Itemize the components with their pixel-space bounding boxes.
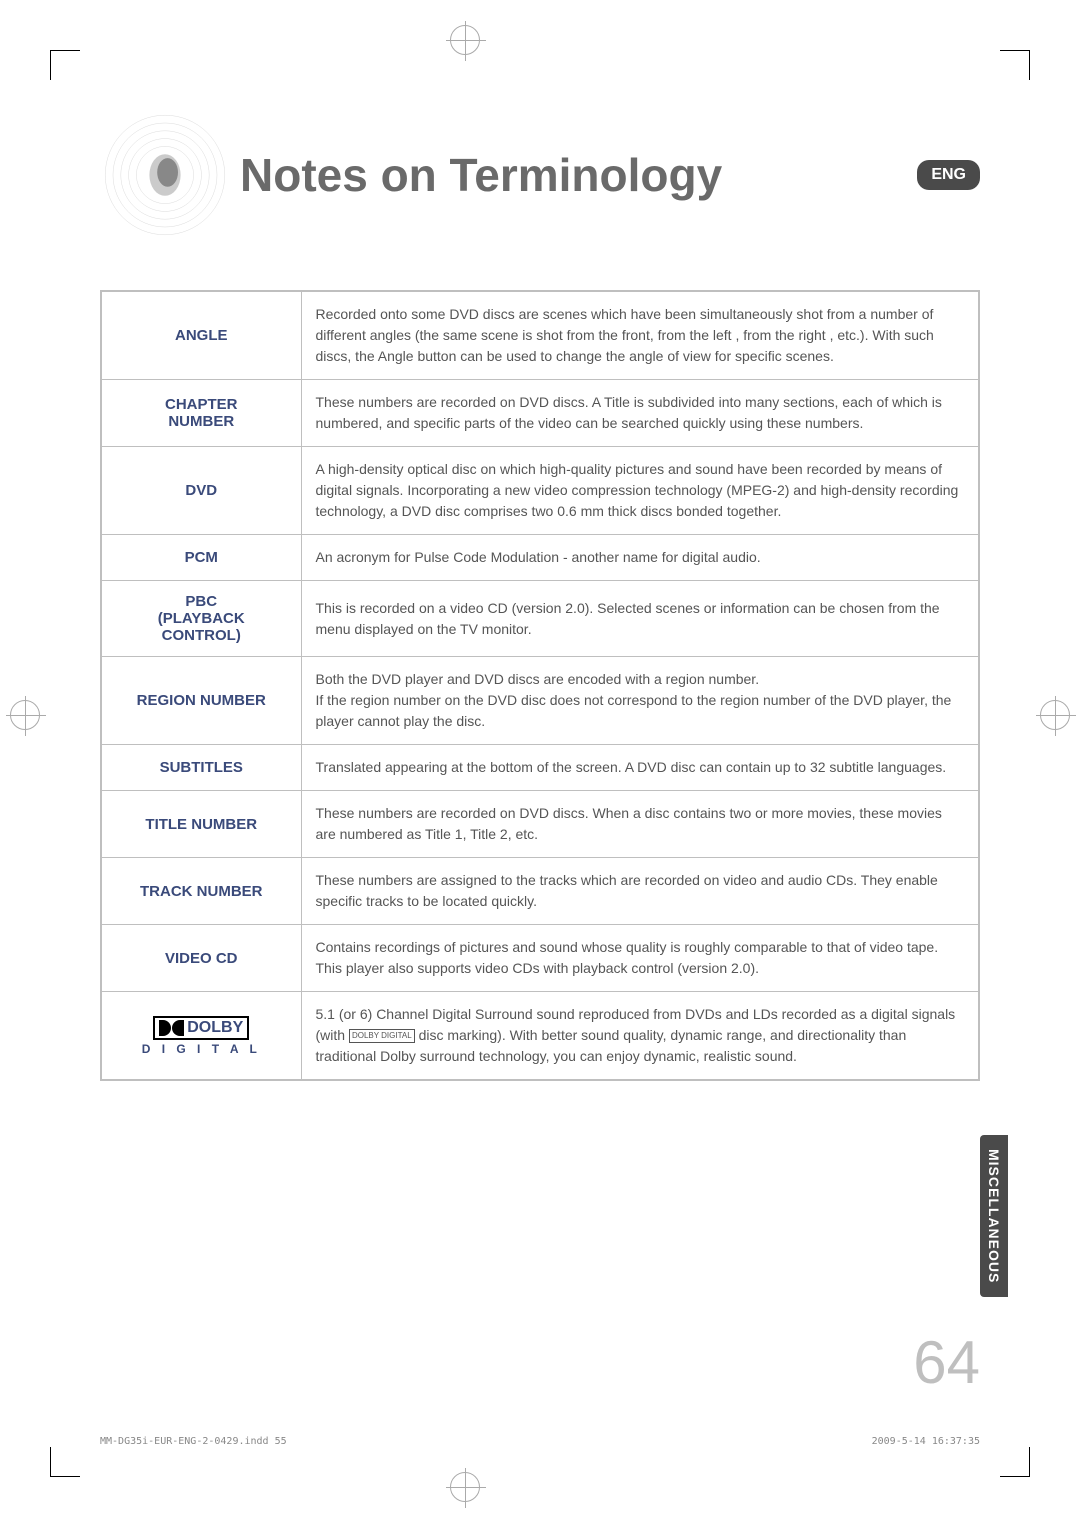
term-label-pcm: PCM: [101, 535, 301, 581]
page-number: 64: [913, 1328, 980, 1397]
registration-mark-left: [10, 700, 40, 730]
term-label-track: TRACK NUMBER: [101, 858, 301, 925]
dolby-d-icon: [172, 1020, 184, 1036]
term-desc: A high-density optical disc on which hig…: [301, 447, 979, 535]
term-desc: An acronym for Pulse Code Modulation - a…: [301, 535, 979, 581]
term-desc: This is recorded on a video CD (version …: [301, 581, 979, 657]
dolby-d-icon: [159, 1020, 171, 1036]
term-label-pbc: PBC (PLAYBACK CONTROL): [101, 581, 301, 657]
crop-mark-tr: [980, 50, 1030, 100]
term-label-angle: ANGLE: [101, 291, 301, 380]
swirl-icon: [100, 110, 230, 240]
dolby-logo-icon: DOLBY: [153, 1016, 249, 1040]
term-desc: Translated appearing at the bottom of th…: [301, 745, 979, 791]
term-label-videocd: VIDEO CD: [101, 925, 301, 992]
table-row: TRACK NUMBER These numbers are assigned …: [101, 858, 979, 925]
term-desc: Contains recordings of pictures and soun…: [301, 925, 979, 992]
page-title: Notes on Terminology: [240, 148, 917, 202]
footer-timestamp: 2009-5-14 16:37:35: [872, 1436, 980, 1447]
term-desc: Recorded onto some DVD discs are scenes …: [301, 291, 979, 380]
crop-mark-tl: [50, 50, 100, 100]
dolby-text: DOLBY: [187, 1019, 243, 1037]
table-row: REGION NUMBER Both the DVD player and DV…: [101, 657, 979, 745]
registration-mark-right: [1040, 700, 1070, 730]
inline-dolby-badge-icon: DOLBY DIGITAL: [349, 1029, 415, 1043]
page-content: Notes on Terminology ENG ANGLE Recorded …: [100, 110, 980, 1081]
term-label-subtitles: SUBTITLES: [101, 745, 301, 791]
term-desc: These numbers are assigned to the tracks…: [301, 858, 979, 925]
table-row: DOLBY D I G I T A L 5.1 (or 6) Channel D…: [101, 992, 979, 1081]
term-label-dvd: DVD: [101, 447, 301, 535]
term-desc: These numbers are recorded on DVD discs.…: [301, 791, 979, 858]
header-row: Notes on Terminology ENG: [100, 110, 980, 240]
crop-mark-bl: [50, 1427, 100, 1477]
registration-mark-top: [450, 25, 480, 55]
side-tab-miscellaneous: MISCELLANEOUS: [980, 1135, 1008, 1297]
footer-file-info: MM-DG35i-EUR-ENG-2-0429.indd 55: [100, 1436, 287, 1447]
term-label-title: TITLE NUMBER: [101, 791, 301, 858]
terminology-table: ANGLE Recorded onto some DVD discs are s…: [100, 290, 980, 1081]
table-row: PBC (PLAYBACK CONTROL) This is recorded …: [101, 581, 979, 657]
table-row: DVD A high-density optical disc on which…: [101, 447, 979, 535]
table-row: SUBTITLES Translated appearing at the bo…: [101, 745, 979, 791]
term-desc-dolby: 5.1 (or 6) Channel Digital Surround soun…: [301, 992, 979, 1081]
table-row: ANGLE Recorded onto some DVD discs are s…: [101, 291, 979, 380]
crop-mark-br: [980, 1427, 1030, 1477]
table-row: PCM An acronym for Pulse Code Modulation…: [101, 535, 979, 581]
term-label-region: REGION NUMBER: [101, 657, 301, 745]
table-row: VIDEO CD Contains recordings of pictures…: [101, 925, 979, 992]
dolby-digital-text: D I G I T A L: [116, 1042, 287, 1056]
table-row: TITLE NUMBER These numbers are recorded …: [101, 791, 979, 858]
term-desc: These numbers are recorded on DVD discs.…: [301, 380, 979, 447]
table-row: CHAPTER NUMBER These numbers are recorde…: [101, 380, 979, 447]
term-label-chapter: CHAPTER NUMBER: [101, 380, 301, 447]
registration-mark-bottom: [450, 1472, 480, 1502]
term-label-dolby: DOLBY D I G I T A L: [101, 992, 301, 1081]
language-badge: ENG: [917, 160, 980, 190]
term-desc: Both the DVD player and DVD discs are en…: [301, 657, 979, 745]
